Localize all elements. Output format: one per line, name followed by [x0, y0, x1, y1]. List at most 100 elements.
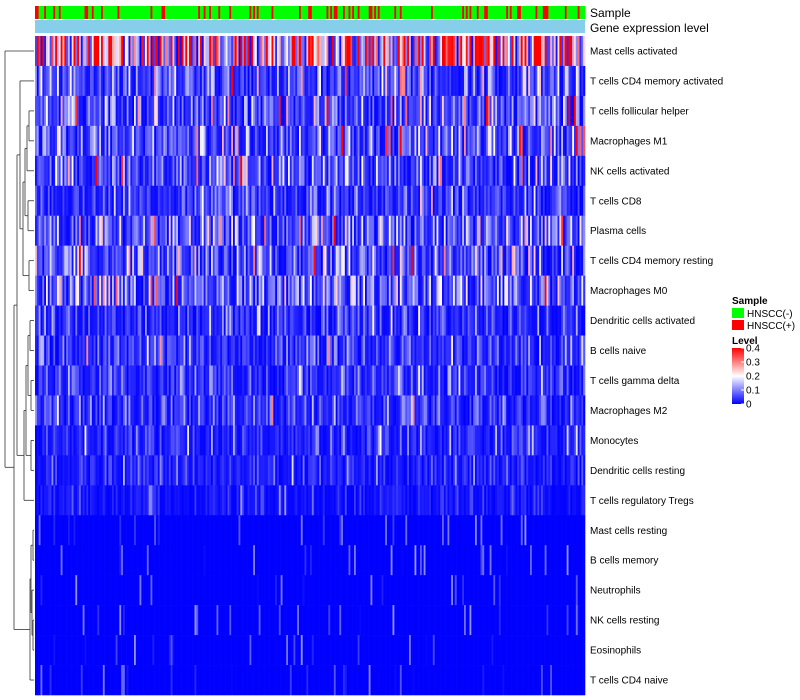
heatmap-cell: [335, 305, 338, 336]
heatmap-cell: [509, 455, 512, 486]
heatmap-cell: [90, 365, 93, 396]
heatmap-cell: [524, 395, 527, 426]
heatmap-cell: [60, 125, 63, 157]
heatmap-cell: [328, 305, 331, 336]
heatmap-cell: [179, 155, 182, 187]
heatmap-cell: [370, 425, 373, 456]
heatmap-cell: [172, 425, 175, 456]
heatmap-cell: [95, 275, 98, 306]
heatmap-cell: [159, 485, 162, 516]
heatmap-cell: [174, 425, 177, 456]
heatmap-cell: [293, 155, 296, 187]
sample-annotation-cell: [297, 6, 300, 19]
heatmap-cell: [240, 485, 243, 516]
heatmap-cell: [513, 395, 516, 426]
heatmap-cell: [267, 425, 270, 456]
heatmap-cell: [90, 185, 93, 217]
heatmap-cell: [308, 455, 311, 486]
heatmap-cell: [117, 95, 120, 127]
heatmap-cell: [146, 65, 149, 97]
sample-annotation-cell: [229, 6, 232, 19]
heatmap-cell: [326, 65, 329, 97]
heatmap-cell: [159, 365, 162, 396]
heatmap-cell: [170, 455, 173, 486]
heatmap-cell: [88, 275, 91, 306]
heatmap-cell: [90, 36, 93, 67]
heatmap-cell: [427, 335, 430, 366]
heatmap-cell: [269, 425, 272, 456]
heatmap-cell: [335, 125, 338, 157]
heatmap-cell: [465, 95, 468, 127]
heatmap-cell: [531, 65, 534, 97]
heatmap-cell: [201, 335, 204, 366]
sample-annotation-cell: [343, 6, 346, 19]
heatmap-cell: [255, 305, 258, 336]
heatmap-cell: [88, 365, 91, 396]
heatmap-cell: [469, 125, 472, 157]
sample-annotation-cell: [275, 6, 278, 19]
heatmap-cell: [407, 395, 410, 426]
heatmap-cell: [126, 275, 129, 306]
heatmap-cell: [75, 365, 78, 396]
heatmap-cell: [339, 215, 342, 246]
heatmap-cell: [442, 455, 445, 486]
heatmap-cell: [113, 155, 116, 187]
heatmap-cell: [275, 365, 278, 396]
heatmap-cell: [561, 395, 564, 426]
heatmap-cell: [126, 245, 129, 276]
heatmap-cell: [570, 365, 573, 396]
heatmap-cell: [282, 305, 285, 336]
heatmap-cell: [205, 245, 208, 276]
heatmap-cell: [205, 215, 208, 246]
heatmap-cell: [370, 36, 373, 67]
heatmap-cell: [511, 245, 514, 276]
heatmap-cell: [401, 185, 404, 217]
heatmap-cell: [361, 245, 364, 276]
heatmap-cell: [519, 155, 522, 187]
heatmap-cell: [482, 395, 485, 426]
heatmap-cell: [148, 395, 151, 426]
sample-annotation-cell: [508, 6, 511, 19]
heatmap-cell: [317, 36, 320, 67]
heatmap-cell: [480, 155, 483, 187]
heatmap-cell: [429, 95, 432, 127]
heatmap-cell: [119, 185, 122, 217]
heatmap-cell: [176, 485, 179, 516]
heatmap-cell: [119, 215, 122, 246]
heatmap-cell: [330, 335, 333, 366]
heatmap-cell: [412, 365, 415, 396]
heatmap-cell: [564, 425, 567, 456]
heatmap-cell: [464, 275, 467, 306]
heatmap-cell: [515, 365, 518, 396]
heatmap-cell: [203, 455, 206, 486]
heatmap-cell: [486, 125, 489, 157]
heatmap-cell: [135, 95, 138, 127]
sample-annotation-cell: [332, 6, 335, 19]
heatmap-cell: [75, 185, 78, 217]
heatmap-cell: [205, 305, 208, 336]
heatmap-cell: [414, 455, 417, 486]
heatmap-cell: [473, 185, 476, 217]
sample-annotation-cell: [271, 6, 274, 19]
heatmap-cell: [374, 425, 377, 456]
heatmap-cell: [355, 425, 358, 456]
heatmap-cell: [555, 335, 558, 366]
heatmap-cell: [211, 245, 214, 276]
heatmap-cell: [68, 65, 71, 97]
heatmap-cell: [453, 305, 456, 336]
heatmap-cell: [80, 365, 83, 396]
heatmap-cell: [396, 245, 399, 276]
heatmap-cell: [132, 245, 135, 276]
heatmap-cell: [44, 455, 47, 486]
sample-annotation-cell: [471, 6, 474, 19]
heatmap-cell: [156, 455, 159, 486]
heatmap-cell: [453, 36, 456, 67]
heatmap-cell: [458, 155, 461, 187]
heatmap-cell: [583, 425, 586, 456]
heatmap-cell: [273, 155, 276, 187]
heatmap-cell: [449, 395, 452, 426]
heatmap-cell: [161, 65, 164, 97]
heatmap-cell: [223, 155, 226, 187]
heatmap-cell: [352, 125, 355, 157]
heatmap-cell: [335, 365, 338, 396]
